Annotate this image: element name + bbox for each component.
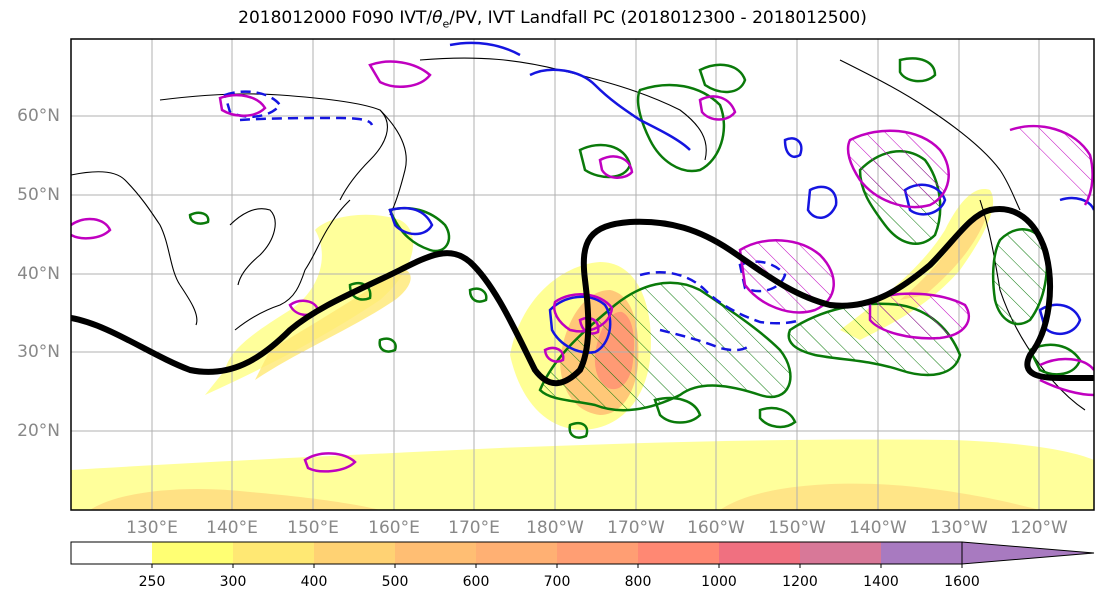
colorbar-segment [719, 542, 800, 564]
lon-label-170e: 170°E [448, 518, 500, 538]
colorbar-tick-label: 500 [381, 574, 409, 590]
map-title: 2018012000 F090 IVT/θe/PV, IVT Landfall … [238, 8, 867, 31]
colorbar-segment [800, 542, 881, 564]
lon-label-140w: 140°W [849, 518, 907, 538]
jet-contour [71, 206, 1094, 387]
colorbar-segment [476, 542, 557, 564]
colorbar-frame [70, 541, 963, 565]
colorbar-tick-label: 1600 [944, 574, 980, 590]
colorbar-tick-label: 700 [543, 574, 571, 590]
ivt-pc-contours [71, 60, 1094, 473]
colorbar-segment [233, 542, 314, 564]
colorbar-segment [638, 542, 719, 564]
lon-label-150e: 150°E [287, 518, 339, 538]
colorbar-tick-label: 1200 [782, 574, 818, 590]
colorbar-segment [314, 542, 395, 564]
lat-label-50n: 50°N [17, 185, 60, 205]
lat-label-60n: 60°N [17, 106, 60, 126]
colorbar-tick-label: 800 [624, 574, 652, 590]
lon-label-150w: 150°W [768, 518, 826, 538]
lon-label-130w: 130°W [930, 518, 988, 538]
lon-label-120w: 120°W [1010, 518, 1068, 538]
lat-label-20n: 20°N [17, 421, 60, 441]
colorbar-tick-label: 250 [138, 574, 166, 590]
lon-label-170w: 170°W [607, 518, 665, 538]
lat-label-40n: 40°N [17, 264, 60, 284]
colorbar-segment [71, 542, 152, 564]
lon-label-180w: 180°W [526, 518, 584, 538]
colorbar-tick-label: 1000 [701, 574, 737, 590]
lon-label-160w: 160°W [687, 518, 745, 538]
colorbar-segment [152, 542, 233, 564]
colorbar-segment [881, 542, 962, 564]
colorbar-tick-label: 400 [300, 574, 328, 590]
map-content [71, 39, 1094, 510]
colorbar-segment [557, 542, 638, 564]
map-frame [70, 38, 1095, 511]
colorbar-tick-label: 600 [462, 574, 490, 590]
colorbar-tick-label: 300 [219, 574, 247, 590]
colorbar-extension [961, 541, 1095, 565]
colorbar [70, 541, 1095, 568]
colorbar-segment [395, 542, 476, 564]
lon-label-160e: 160°E [368, 518, 420, 538]
lon-label-130e: 130°E [126, 518, 178, 538]
colorbar-tick-label: 1400 [863, 574, 899, 590]
lon-label-140e: 140°E [206, 518, 258, 538]
lat-label-30n: 30°N [17, 342, 60, 362]
